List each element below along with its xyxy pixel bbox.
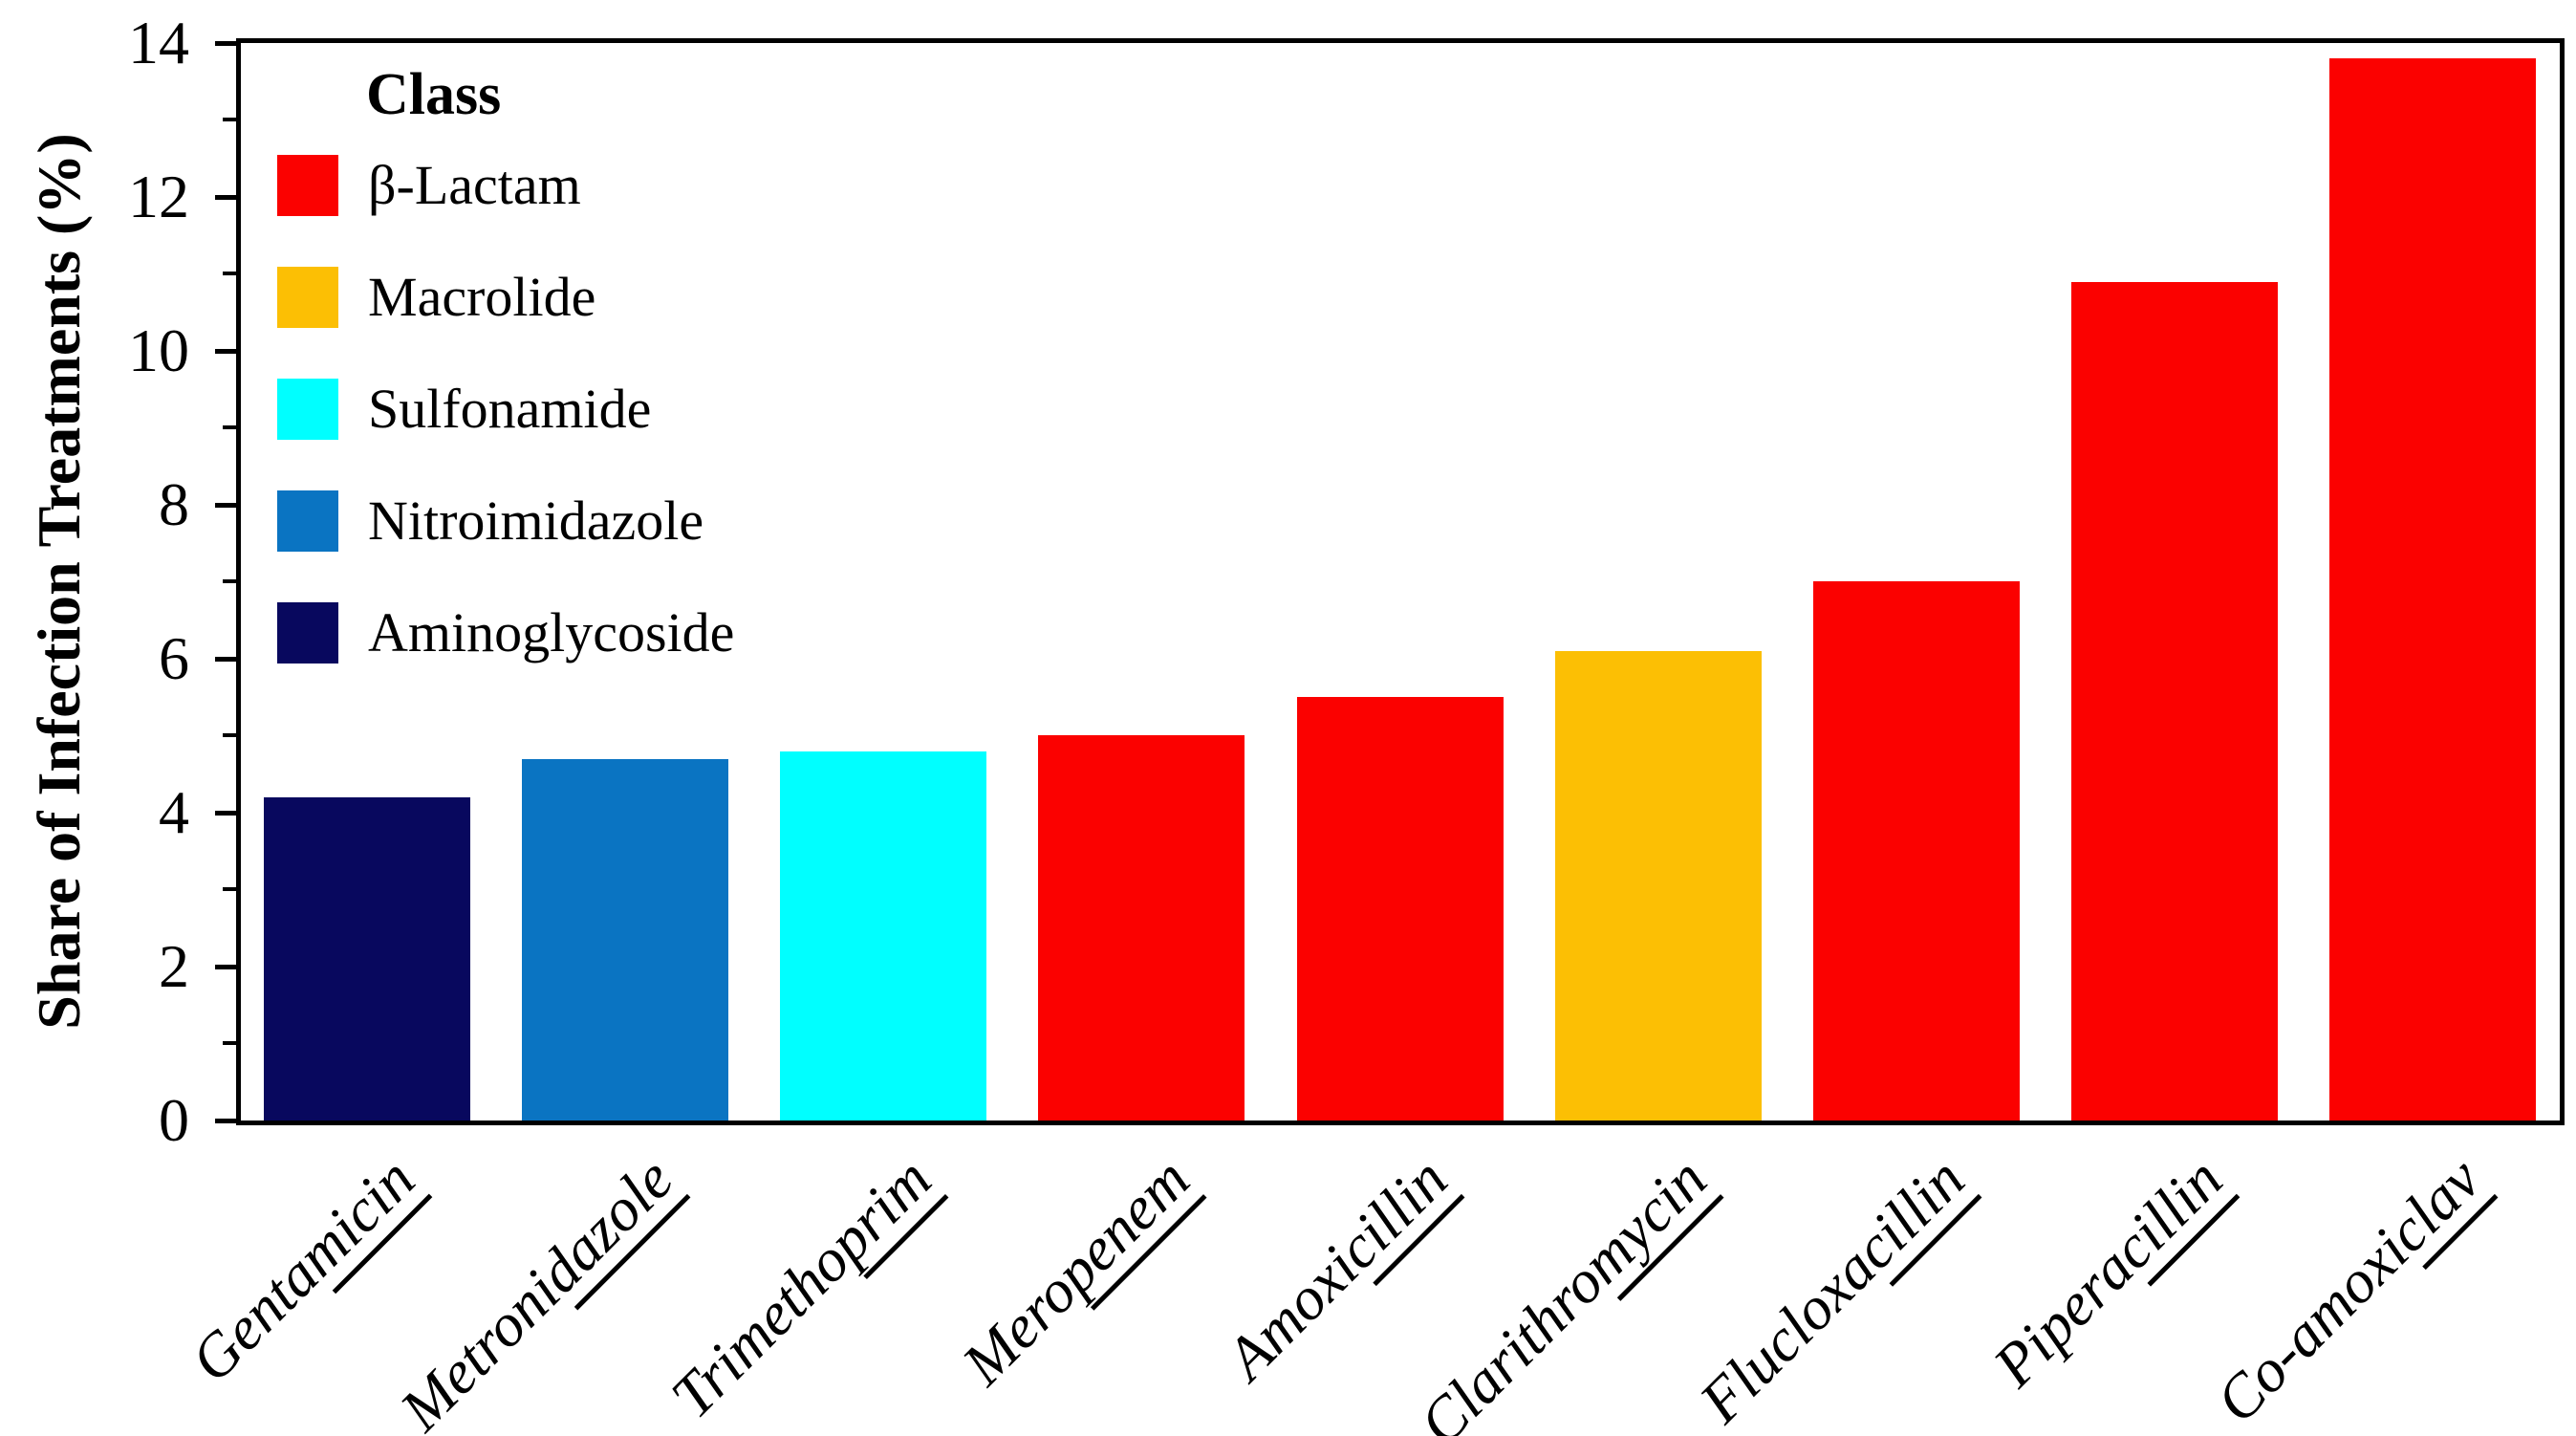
legend-swatch-0 — [277, 155, 338, 216]
legend-swatch-1 — [277, 267, 338, 328]
plot-frame — [236, 38, 2565, 1125]
y-minor-tick — [223, 425, 236, 429]
x-tick-label-piperacillin: Piperacillin — [1981, 1144, 2240, 1400]
bar-flucloxacillin — [1813, 581, 2020, 1121]
x-tick-label-metronidazole: Metronidazole — [387, 1144, 691, 1436]
y-major-tick — [215, 349, 236, 354]
bar-amoxicillin — [1297, 697, 1504, 1121]
bar-metronidazole — [522, 759, 728, 1121]
y-major-tick — [215, 965, 236, 969]
y-minor-tick — [223, 733, 236, 737]
x-tick-label-amoxicillin: Amoxicillin — [1213, 1144, 1465, 1392]
x-label-prefix: Co-amoxi — [2202, 1216, 2422, 1436]
x-tick-label-gentamicin: Gentamicin — [178, 1144, 433, 1395]
x-tick-label-trimethoprim: Trimethoprim — [658, 1144, 949, 1431]
y-tick-label: 14 — [128, 9, 189, 76]
x-label-prefix: Metroni — [387, 1257, 574, 1436]
legend-title: Class — [366, 62, 502, 127]
x-label-prefix: Flucloxa — [1686, 1233, 1889, 1436]
y-minor-tick — [223, 272, 236, 275]
legend-swatch-4 — [277, 602, 338, 664]
x-tick-label-flucloxacillin: Flucloxacillin — [1686, 1144, 1982, 1436]
y-axis-title: Share of Infection Treatments (%) — [25, 133, 93, 1030]
legend-label-0: β-Lactam — [368, 154, 581, 216]
legend-label-2: Sulfonamide — [368, 378, 652, 440]
x-label-prefix: Clarithro — [1405, 1248, 1616, 1436]
legend-label-3: Nitroimidazole — [368, 490, 704, 552]
y-major-tick — [215, 503, 236, 508]
y-tick-label: 10 — [128, 316, 189, 384]
x-tick-label-meropenem: Meropenem — [949, 1144, 1207, 1398]
y-tick-label: 4 — [159, 778, 189, 846]
y-major-tick — [215, 657, 236, 662]
y-major-tick — [215, 1119, 236, 1123]
y-minor-tick — [223, 118, 236, 121]
bar-piperacillin — [2071, 282, 2278, 1121]
x-label-prefix: Trimetho — [658, 1226, 863, 1431]
y-tick-label: 0 — [159, 1086, 189, 1154]
legend-label-1: Macrolide — [368, 266, 596, 328]
x-label-prefix: Pipera — [1981, 1233, 2147, 1400]
legend-label-4: Aminoglycoside — [368, 601, 735, 664]
y-tick-label: 2 — [159, 932, 189, 1000]
y-minor-tick — [223, 579, 236, 583]
bar-meropenem — [1038, 735, 1245, 1121]
y-minor-tick — [223, 1041, 236, 1045]
x-tick-label-co-amoxiclav: Co-amoxiclav — [2202, 1144, 2499, 1436]
y-major-tick — [215, 811, 236, 816]
legend-swatch-2 — [277, 379, 338, 440]
bar-trimethoprim — [780, 751, 986, 1121]
bar-clarithromycin — [1555, 651, 1762, 1121]
y-tick-label: 6 — [159, 624, 189, 692]
bar-gentamicin — [264, 797, 470, 1121]
legend-swatch-3 — [277, 490, 338, 552]
y-major-tick — [215, 41, 236, 46]
y-major-tick — [215, 195, 236, 200]
y-minor-tick — [223, 887, 236, 891]
y-tick-label: 8 — [159, 470, 189, 538]
bar-co-amoxiclav — [2329, 58, 2536, 1121]
y-tick-label: 12 — [128, 163, 189, 230]
